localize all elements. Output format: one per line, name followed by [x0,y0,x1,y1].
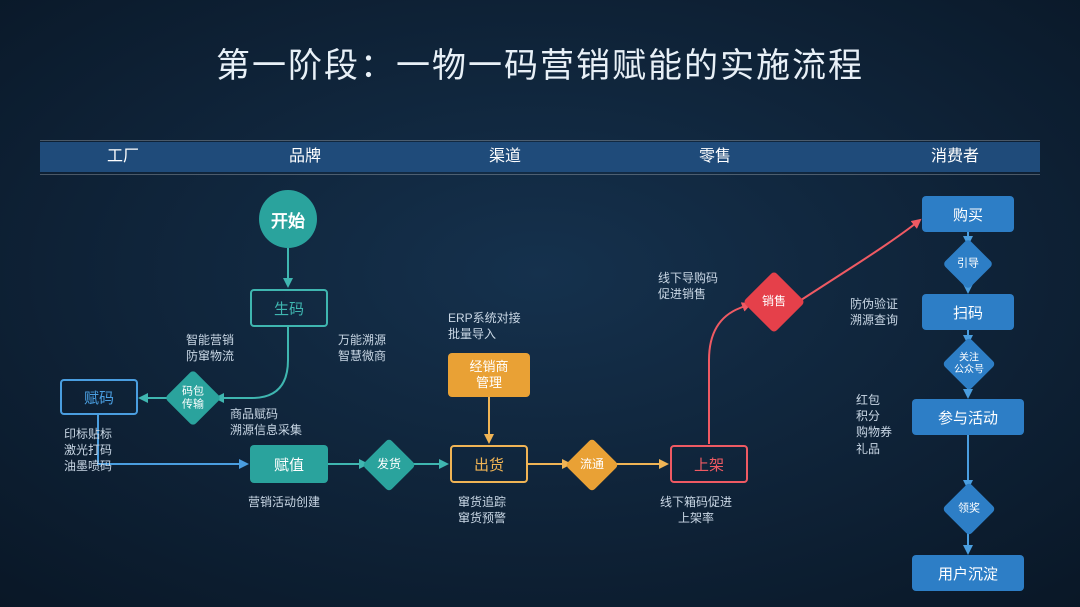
flow-arrow [98,415,247,464]
annotation: 智能营销 防窜物流 [186,332,234,364]
annotation: ERP系统对接 批量导入 [448,310,521,342]
node-chuhuo: 出货 [450,445,528,483]
diamond-yindao: 引导 [950,246,986,282]
node-fuma: 赋码 [60,379,138,415]
annotation: 防伪验证 溯源查询 [850,296,898,328]
lane-header: 消费者 [880,142,1030,172]
lane-header: 工厂 [48,142,198,172]
annotation: 印标贴标 激光打码 油墨喷码 [64,426,112,475]
node-shangjia: 上架 [670,445,748,483]
diamond-guanzhu: 关注 公众号 [950,345,988,383]
diamond-mabao: 码包 传输 [173,378,213,418]
node-fuzhi: 赋值 [250,445,328,483]
arrows-layer [0,0,1080,607]
diamond-xiaoshou: 销售 [752,280,796,324]
separator [40,174,1040,175]
flow-arrow [798,220,920,302]
annotation: 窜货追踪 窜货预警 [458,494,506,526]
lane-header: 零售 [640,142,790,172]
lane-header: 品牌 [230,142,380,172]
page-title: 第一阶段：一物一码营销赋能的实施流程 [0,38,1080,87]
annotation: 线下箱码促进 上架率 [660,494,732,526]
node-goumai: 购买 [922,196,1014,232]
node-canyu: 参与活动 [912,399,1024,435]
annotation: 营销活动创建 [248,494,320,510]
annotation: 万能溯源 智慧微商 [338,332,386,364]
diamond-label: 码包 传输 [182,385,204,410]
node-saoma: 扫码 [922,294,1014,330]
annotation: 红包 积分 购物券 礼品 [856,392,892,457]
node-jingxiaoshang: 经销商 管理 [448,353,530,397]
separator [40,140,1040,141]
diamond-fahuo: 发货 [370,446,408,484]
diamond-lingjiang: 领奖 [950,490,988,528]
diamond-label: 流通 [580,458,604,472]
lane-header: 渠道 [430,142,580,172]
diagram-stage: 第一阶段：一物一码营销赋能的实施流程工厂 品牌 渠道 零售 消费者开始生码赋码赋值 经销商… [0,0,1080,607]
node-chendian: 用户沉淀 [912,555,1024,591]
node-start: 开始 [259,190,317,248]
node-shengma: 生码 [250,289,328,327]
diamond-label: 发货 [377,458,401,472]
annotation: 商品赋码 溯源信息采集 [230,406,302,438]
diamond-label: 销售 [762,295,786,309]
diamond-label: 关注 公众号 [954,353,984,376]
annotation: 线下导购码 促进销售 [658,270,718,302]
flow-arrow [709,304,750,444]
diamond-liutong: 流通 [573,446,611,484]
diamond-label: 引导 [957,258,979,271]
diamond-label: 领奖 [958,503,980,516]
